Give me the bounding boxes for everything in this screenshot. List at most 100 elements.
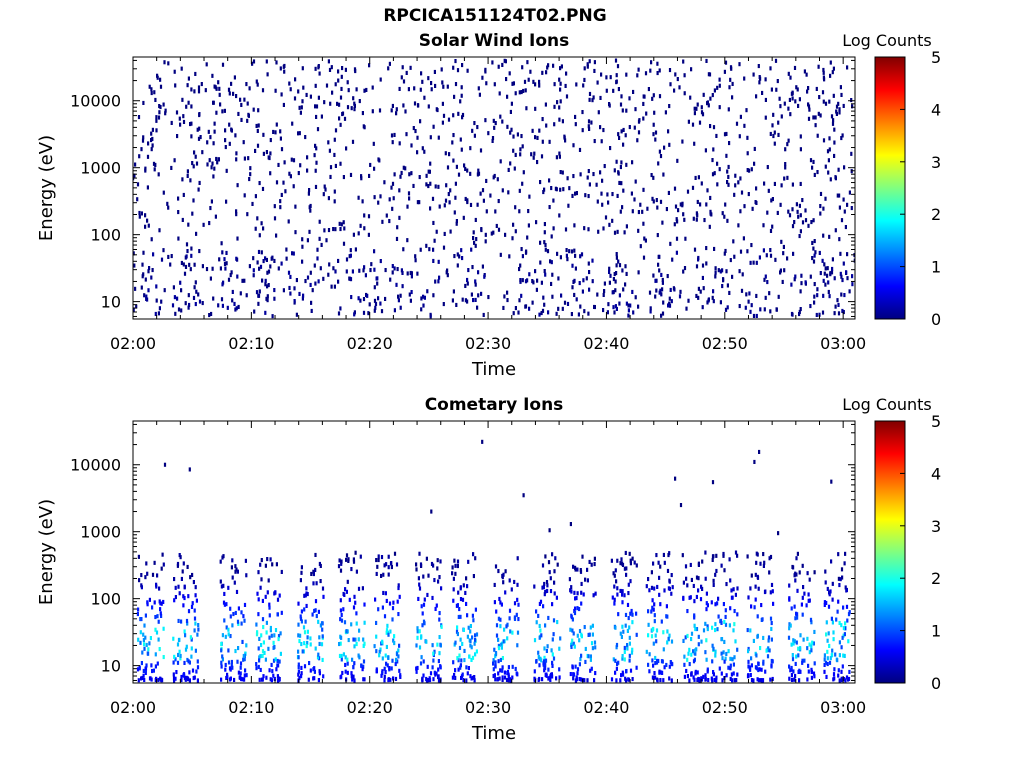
heatmap-cell bbox=[368, 63, 371, 68]
heatmap-cell bbox=[457, 667, 460, 672]
heatmap-cell bbox=[591, 279, 594, 284]
heatmap-cell bbox=[460, 248, 463, 253]
heatmap-cell bbox=[574, 122, 577, 127]
heatmap-cell bbox=[283, 63, 286, 68]
heatmap-cell bbox=[808, 598, 811, 603]
heatmap-cell bbox=[685, 668, 688, 673]
heatmap-cell bbox=[420, 634, 423, 639]
heatmap-cell bbox=[571, 617, 574, 622]
heatmap-cell bbox=[697, 255, 700, 260]
heatmap-cell bbox=[180, 288, 183, 293]
heatmap-cell bbox=[383, 678, 386, 683]
heatmap-cell bbox=[623, 230, 626, 235]
heatmap-cell bbox=[333, 199, 336, 204]
heatmap-cell bbox=[725, 153, 728, 158]
heatmap-cell bbox=[688, 662, 691, 667]
heatmap-cell bbox=[615, 159, 618, 164]
heatmap-cell bbox=[297, 171, 300, 176]
heatmap-cell bbox=[479, 191, 482, 196]
heatmap-cell bbox=[697, 642, 700, 647]
heatmap-cell bbox=[257, 597, 260, 602]
heatmap-cell bbox=[558, 151, 561, 156]
heatmap-cell bbox=[492, 230, 495, 235]
heatmap-cell bbox=[666, 568, 670, 573]
heatmap-cell bbox=[332, 266, 335, 271]
heatmap-cell bbox=[655, 639, 658, 644]
heatmap-cell bbox=[195, 231, 198, 236]
heatmap-cell bbox=[845, 587, 848, 592]
heatmap-cell bbox=[611, 218, 614, 223]
heatmap-cell bbox=[543, 592, 546, 597]
heatmap-cell bbox=[694, 651, 697, 656]
heatmap-cell bbox=[661, 220, 664, 225]
heatmap-cell bbox=[507, 167, 510, 172]
heatmap-cell bbox=[277, 266, 280, 271]
heatmap-cell bbox=[732, 662, 735, 667]
heatmap-cell bbox=[707, 297, 710, 302]
heatmap-cell bbox=[234, 649, 237, 654]
heatmap-cell bbox=[801, 220, 805, 225]
heatmap-cell bbox=[353, 644, 356, 649]
heatmap-cell bbox=[705, 607, 708, 612]
heatmap-cell bbox=[753, 161, 756, 166]
heatmap-cell bbox=[368, 302, 371, 307]
heatmap-cell bbox=[545, 648, 548, 653]
heatmap-cell bbox=[840, 292, 843, 297]
heatmap-cell bbox=[182, 603, 185, 608]
heatmap-cell bbox=[144, 213, 147, 218]
heatmap-cell bbox=[349, 172, 353, 177]
heatmap-cell bbox=[723, 619, 726, 624]
heatmap-cell bbox=[398, 188, 401, 193]
heatmap-cell bbox=[194, 648, 197, 653]
heatmap-cell bbox=[227, 632, 230, 637]
heatmap-cell bbox=[369, 162, 372, 167]
heatmap-cell bbox=[178, 637, 181, 642]
heatmap-cell bbox=[452, 65, 455, 70]
heatmap-cell bbox=[682, 59, 685, 64]
heatmap-cell bbox=[837, 552, 840, 557]
heatmap-cell bbox=[454, 563, 457, 568]
heatmap-cell bbox=[387, 632, 390, 637]
heatmap-cell bbox=[343, 620, 347, 625]
heatmap-cell bbox=[196, 665, 200, 670]
heatmap-cell bbox=[831, 648, 834, 653]
heatmap-cell bbox=[147, 223, 150, 228]
heatmap-cell bbox=[558, 667, 561, 672]
heatmap-cell bbox=[142, 632, 145, 637]
x-axis-label: Time bbox=[471, 723, 516, 744]
heatmap-cell bbox=[474, 217, 477, 222]
heatmap-cell bbox=[373, 644, 376, 649]
heatmap-cell bbox=[654, 278, 657, 283]
heatmap-cell bbox=[255, 622, 258, 627]
heatmap-cell bbox=[438, 204, 441, 209]
heatmap-cell bbox=[493, 673, 496, 678]
heatmap-cell bbox=[258, 266, 261, 271]
heatmap-cell bbox=[532, 155, 535, 160]
heatmap-cell bbox=[587, 654, 590, 659]
heatmap-cell bbox=[293, 96, 297, 101]
heatmap-cell bbox=[706, 603, 709, 608]
heatmap-cell bbox=[666, 629, 669, 634]
heatmap-cell bbox=[142, 673, 145, 678]
heatmap-cell bbox=[214, 214, 217, 219]
heatmap-cell bbox=[452, 113, 455, 118]
heatmap-cell bbox=[144, 666, 148, 671]
heatmap-cell bbox=[824, 580, 827, 585]
heatmap-cell bbox=[722, 278, 725, 283]
heatmap-cell bbox=[291, 121, 294, 126]
heatmap-cell bbox=[362, 643, 365, 648]
heatmap-cell bbox=[412, 126, 415, 131]
heatmap-cell bbox=[310, 308, 313, 313]
heatmap-cell bbox=[320, 642, 324, 647]
heatmap-cell bbox=[258, 658, 261, 663]
heatmap-cell bbox=[254, 226, 257, 231]
heatmap-cell bbox=[321, 627, 324, 632]
heatmap-cell bbox=[301, 259, 304, 264]
heatmap-cell bbox=[764, 669, 767, 674]
heatmap-cell bbox=[252, 256, 255, 261]
heatmap-cell bbox=[229, 606, 232, 611]
heatmap-cell bbox=[471, 128, 474, 133]
heatmap-cell bbox=[828, 294, 831, 299]
heatmap-cell bbox=[749, 309, 752, 314]
heatmap-cell bbox=[668, 104, 671, 109]
